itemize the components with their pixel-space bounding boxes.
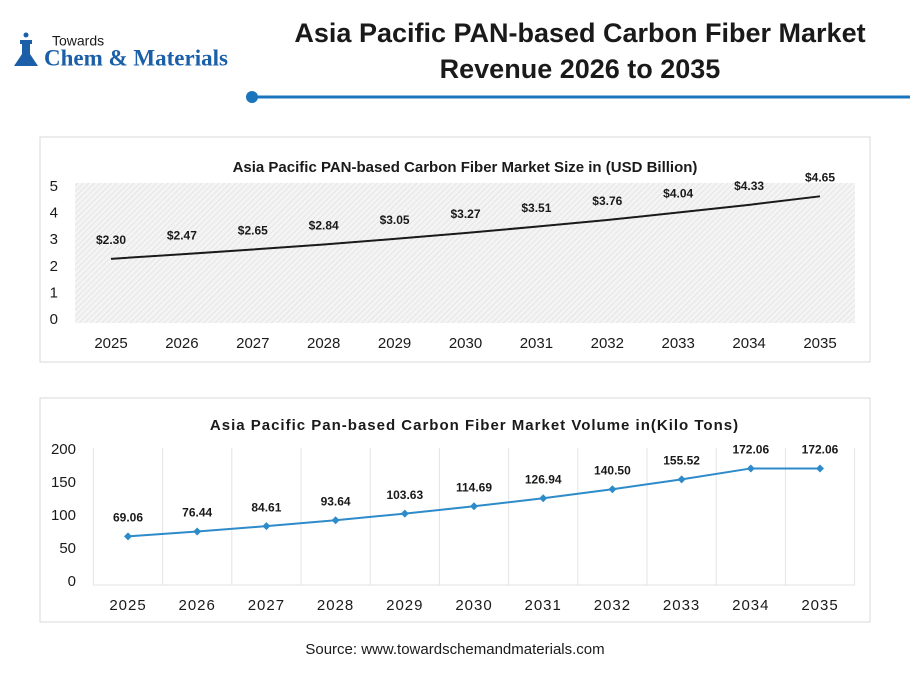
data-label: $3.05 bbox=[380, 213, 410, 227]
y-tick-label: 1 bbox=[50, 284, 58, 301]
x-tick-label: 2034 bbox=[732, 335, 765, 352]
data-label: 76.44 bbox=[182, 506, 212, 520]
y-tick-label: 0 bbox=[68, 573, 76, 590]
data-label: $2.47 bbox=[167, 228, 197, 242]
data-label: $4.65 bbox=[805, 170, 835, 184]
logo-icon bbox=[14, 32, 38, 66]
data-label: $3.51 bbox=[521, 201, 551, 215]
y-tick-label: 0 bbox=[50, 311, 58, 328]
x-tick-label: 2034 bbox=[732, 597, 769, 614]
x-tick-label: 2035 bbox=[803, 335, 836, 352]
marker bbox=[193, 527, 202, 536]
data-label: 84.61 bbox=[251, 500, 281, 514]
x-tick-label: 2032 bbox=[594, 597, 631, 614]
marker bbox=[124, 532, 132, 541]
x-tick-label: 2029 bbox=[378, 335, 411, 352]
y-tick-label: 100 bbox=[51, 507, 76, 524]
marker bbox=[816, 464, 824, 473]
chart-title: Asia Pacific PAN-based Carbon Fiber Mark… bbox=[233, 159, 698, 176]
data-label: 114.69 bbox=[456, 480, 492, 494]
x-tick-label: 2033 bbox=[663, 597, 700, 614]
line bbox=[110, 195, 821, 260]
marker bbox=[539, 494, 548, 503]
x-tick-label: 2031 bbox=[520, 335, 553, 352]
data-label: 172.06 bbox=[732, 443, 769, 457]
x-tick-label: 2027 bbox=[248, 597, 285, 614]
data-label: 172.06 bbox=[802, 443, 839, 457]
data-label: 140.50 bbox=[594, 463, 631, 477]
marker bbox=[677, 475, 686, 484]
data-label: $3.76 bbox=[592, 194, 622, 208]
y-tick-label: 200 bbox=[51, 441, 76, 458]
x-tick-label: 2025 bbox=[109, 597, 146, 614]
marker bbox=[331, 516, 340, 525]
x-tick-label: 2025 bbox=[94, 335, 127, 352]
data-label: 93.64 bbox=[321, 494, 351, 508]
marker bbox=[262, 522, 271, 531]
x-tick-label: 2033 bbox=[662, 335, 695, 352]
marker bbox=[608, 485, 617, 494]
data-label: $2.30 bbox=[96, 233, 126, 247]
page-title: Revenue 2026 to 2035 bbox=[440, 54, 721, 84]
page-title: Asia Pacific PAN-based Carbon Fiber Mark… bbox=[294, 18, 865, 48]
logo-top: Towards bbox=[52, 33, 104, 49]
y-tick-label: 5 bbox=[50, 178, 58, 195]
marker bbox=[746, 464, 755, 473]
source: Source: www.towardschemandmaterials.com bbox=[305, 641, 604, 658]
x-tick-label: 2026 bbox=[179, 597, 216, 614]
divider-dot bbox=[246, 91, 258, 103]
data-label: $3.27 bbox=[450, 207, 480, 221]
logo-name: Chem & Materials bbox=[44, 45, 228, 70]
data-label: 103.63 bbox=[386, 488, 423, 502]
marker bbox=[400, 509, 409, 518]
y-tick-label: 50 bbox=[59, 540, 76, 557]
x-tick-label: 2035 bbox=[801, 597, 838, 614]
data-label: $4.33 bbox=[734, 179, 764, 193]
marker bbox=[470, 502, 478, 511]
x-tick-label: 2030 bbox=[449, 335, 482, 352]
x-tick-label: 2028 bbox=[317, 597, 354, 614]
x-tick-label: 2027 bbox=[236, 335, 269, 352]
x-tick-label: 2032 bbox=[591, 335, 624, 352]
data-label: $4.04 bbox=[663, 187, 693, 201]
x-tick-label: 2026 bbox=[165, 335, 198, 352]
data-label: 69.06 bbox=[113, 511, 143, 525]
x-tick-label: 2028 bbox=[307, 335, 340, 352]
x-tick-label: 2030 bbox=[455, 597, 492, 614]
y-tick-label: 4 bbox=[50, 205, 58, 222]
chart-title: Asia Pacific Pan-based Carbon Fiber Mark… bbox=[210, 417, 739, 434]
data-label: $2.84 bbox=[309, 219, 339, 233]
data-label: $2.65 bbox=[238, 224, 268, 238]
x-tick-label: 2031 bbox=[525, 597, 562, 614]
data-label: 155.52 bbox=[663, 454, 700, 468]
x-tick-label: 2029 bbox=[386, 597, 423, 614]
data-label: 126.94 bbox=[525, 472, 562, 486]
y-tick-label: 150 bbox=[51, 474, 76, 491]
y-tick-label: 2 bbox=[50, 258, 58, 275]
y-tick-label: 3 bbox=[50, 231, 58, 248]
